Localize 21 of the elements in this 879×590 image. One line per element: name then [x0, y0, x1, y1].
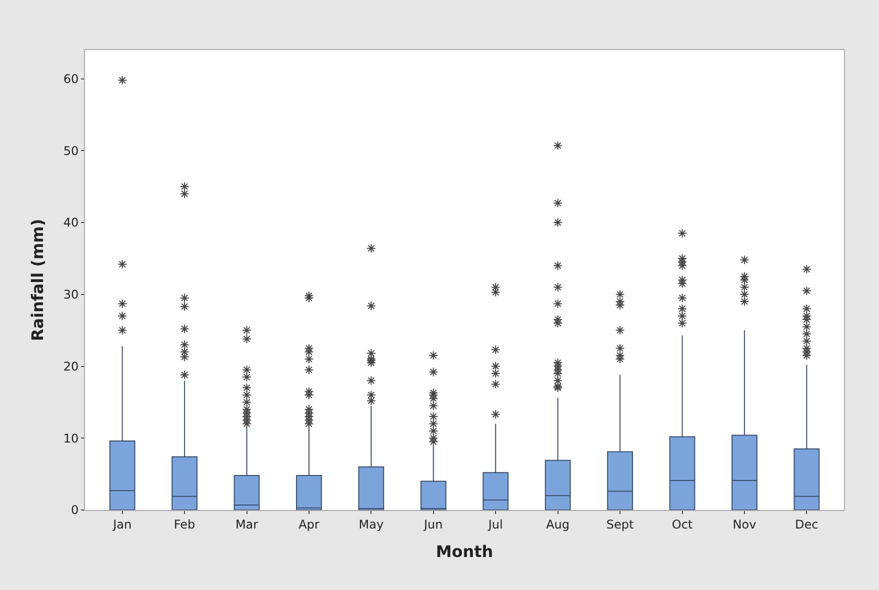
- y-tick-label: 0: [70, 503, 79, 518]
- x-tick-label: Oct: [672, 517, 693, 532]
- y-tick-label: 50: [63, 144, 79, 158]
- x-tick-label: May: [358, 517, 384, 532]
- y-tick-label: 40: [63, 216, 79, 230]
- x-tick-label: Sept: [606, 517, 634, 532]
- x-tick-label: Apr: [298, 517, 320, 532]
- y-axis-title: Rainfall (mm): [28, 218, 48, 342]
- x-tick-label: Mar: [235, 517, 258, 532]
- x-axis-title: Month: [436, 542, 494, 562]
- x-tick-label: Feb: [174, 517, 196, 532]
- y-tick-label: 60: [63, 72, 79, 86]
- x-tick-label: Jan: [112, 517, 132, 532]
- x-tick-label: Jul: [487, 517, 503, 532]
- y-tick-label: 20: [63, 359, 79, 374]
- x-tick-label: Dec: [795, 517, 818, 532]
- x-tick-label: Nov: [732, 517, 756, 532]
- y-tick-label: 10: [63, 431, 79, 446]
- y-tick-label: 30: [63, 288, 79, 302]
- x-tick-label: Aug: [546, 517, 570, 532]
- x-tick-label: Jun: [423, 517, 443, 532]
